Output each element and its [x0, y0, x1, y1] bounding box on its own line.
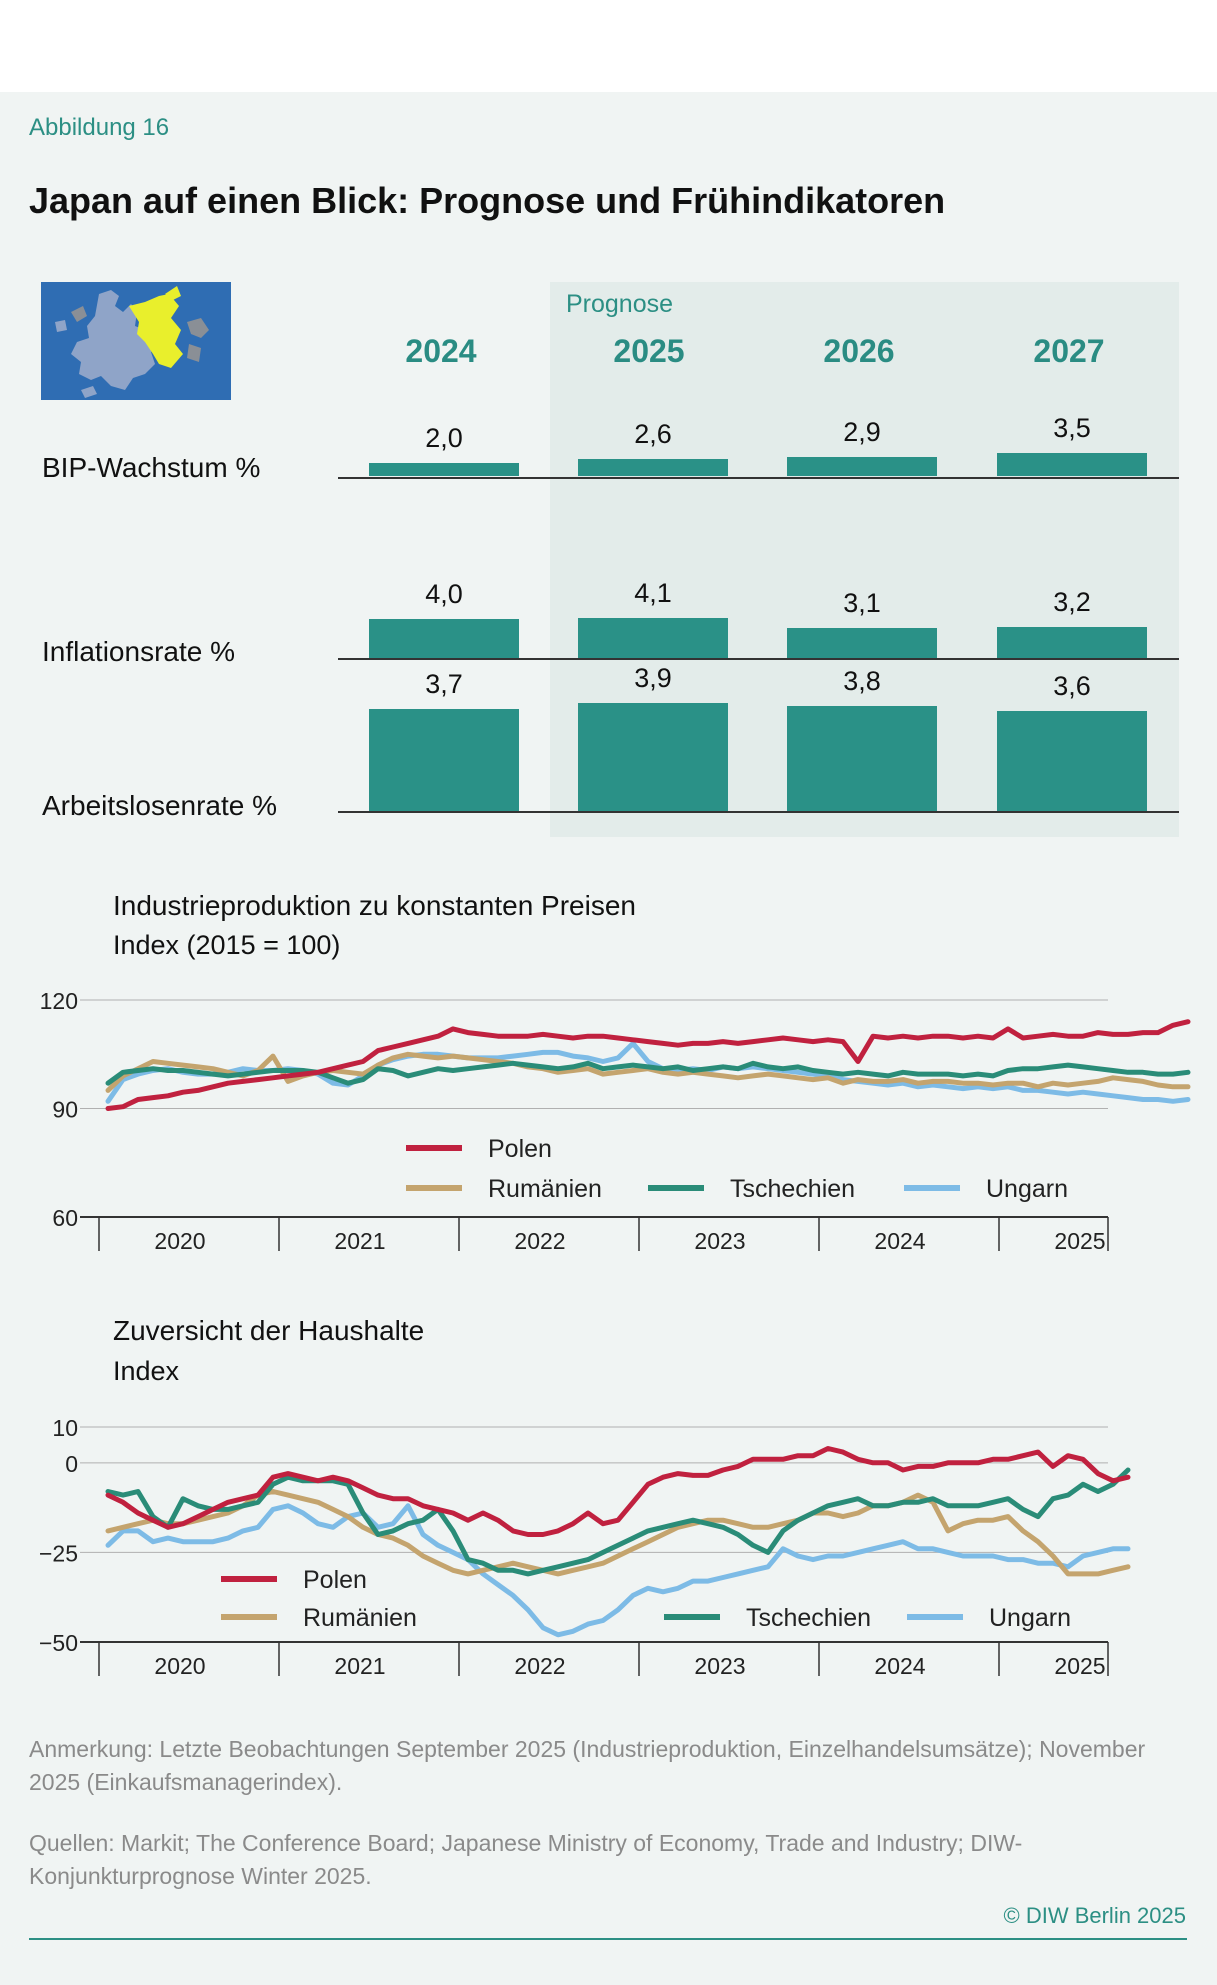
forecast-label: Prognose	[566, 290, 674, 318]
unemployment-value-2027: 3,6	[1053, 671, 1091, 702]
unemployment-bar-2024	[369, 708, 519, 811]
chart1-title: Industrieproduktion zu konstanten Preise…	[113, 890, 636, 921]
chart1-subtitle: Index (2015 = 100)	[113, 930, 341, 960]
figure-label: Abbildung 16	[29, 114, 170, 141]
inflation-value-2024: 4,0	[425, 579, 463, 610]
chart1-legend-label: Ungarn	[986, 1175, 1068, 1203]
chart2-legend-label: Tschechien	[746, 1604, 871, 1632]
chart2-ytick-label: 0	[65, 1451, 78, 1477]
gdp-bar-2027	[997, 453, 1147, 476]
chart2-ytick-label: −25	[39, 1540, 78, 1566]
chart1-xtick-label: 2024	[874, 1228, 925, 1254]
footer-line	[29, 1938, 1187, 1940]
unemployment-value-2026: 3,8	[843, 665, 881, 696]
gdp-baseline	[338, 477, 1179, 479]
chart1-legend-label: Polen	[488, 1135, 552, 1163]
europe-map-thumbnail	[41, 282, 231, 400]
chart2-series-rumaenien	[105, 1489, 1131, 1577]
chart2-xtick-label: 2024	[874, 1653, 925, 1679]
chart2-xtick-label: 2025	[1054, 1653, 1105, 1679]
chart1-series-polen	[105, 1019, 1191, 1111]
copyright: © DIW Berlin 2025	[1003, 1903, 1187, 1928]
chart2-series-tschechien	[105, 1467, 1131, 1577]
unemployment-value-2025: 3,9	[634, 662, 672, 693]
industrial-production-chart: 120 90 60 2020 2021 2022 2023 2024 2025 Polen Rumä…	[40, 988, 1191, 1254]
figure-title: Japan auf einen Blick: Prognose und Früh…	[29, 180, 946, 221]
row-label-unemployment: Arbeitslosenrate %	[42, 790, 278, 821]
chart2-series-polen	[105, 1446, 1131, 1537]
chart2-legend-label: Rumänien	[303, 1604, 417, 1632]
inflation-value-2025: 4,1	[634, 578, 672, 609]
unemployment-bar-2027	[997, 711, 1147, 811]
gdp-value-2027: 3,5	[1053, 413, 1091, 444]
unemployment-bar-2026	[787, 705, 937, 811]
chart2-ytick-label: −50	[39, 1630, 78, 1656]
row-label-inflation: Inflationsrate %	[42, 636, 235, 667]
year-2025: 2025	[613, 333, 685, 369]
gdp-bar-2026	[787, 457, 937, 476]
consumer-confidence-chart: 10 0 −25 −50 2020 2021 2022 2023 2024 2025 Polen Ru…	[39, 1415, 1131, 1679]
gdp-bar-2025	[578, 459, 728, 476]
inflation-baseline	[338, 658, 1179, 660]
chart1-series-tschechien	[105, 1060, 1191, 1086]
unemployment-value-2024: 3,7	[425, 668, 463, 699]
chart2-xtick-label: 2023	[694, 1653, 745, 1679]
year-2026: 2026	[823, 333, 895, 369]
chart2-xtick-label: 2022	[514, 1653, 565, 1679]
chart2-legend-label: Ungarn	[989, 1604, 1071, 1632]
chart2-legend-label: Polen	[303, 1566, 367, 1594]
inflation-value-2027: 3,2	[1053, 586, 1091, 617]
chart2-title: Zuversicht der Haushalte	[113, 1315, 425, 1346]
chart1-ytick-label: 120	[40, 988, 78, 1014]
gdp-value-2024: 2,0	[425, 423, 463, 453]
chart2-xtick-label: 2020	[154, 1653, 205, 1679]
unemployment-bar-2025	[578, 702, 728, 811]
inflation-bar-2026	[787, 627, 937, 658]
inflation-value-2026: 3,1	[843, 587, 881, 618]
year-2027: 2027	[1033, 333, 1105, 369]
year-2024: 2024	[405, 333, 477, 369]
chart1-xtick-label: 2021	[334, 1228, 385, 1254]
chart2-series-ungarn	[105, 1503, 1131, 1638]
chart1-xtick-label: 2020	[154, 1228, 205, 1254]
inflation-bar-2027	[997, 626, 1147, 658]
chart1-legend-label: Tschechien	[730, 1175, 855, 1203]
chart1-xtick-label: 2022	[514, 1228, 565, 1254]
inflation-bar-2024	[369, 619, 519, 658]
row-label-gdp: BIP-Wachstum %	[42, 452, 261, 483]
chart1-xtick-label: 2025	[1054, 1228, 1105, 1254]
gdp-value-2026: 2,9	[843, 417, 881, 448]
sources: Quellen: Markit; The Conference Board; J…	[29, 1830, 1023, 1889]
chart1-xtick-label: 2023	[694, 1228, 745, 1254]
chart2-ytick-label: 10	[52, 1415, 78, 1441]
chart1-ytick-label: 60	[52, 1205, 78, 1231]
chart1-ytick-label: 90	[52, 1097, 78, 1123]
gdp-value-2025: 2,6	[634, 419, 672, 450]
note: Anmerkung: Letzte Beobachtungen Septembe…	[29, 1736, 1146, 1795]
chart1-legend-label: Rumänien	[488, 1175, 602, 1203]
chart2-subtitle: Index	[113, 1356, 180, 1386]
chart2-xtick-label: 2021	[334, 1653, 385, 1679]
gdp-bar-2024	[369, 463, 519, 476]
unemployment-baseline	[338, 811, 1179, 813]
inflation-bar-2025	[578, 618, 728, 658]
